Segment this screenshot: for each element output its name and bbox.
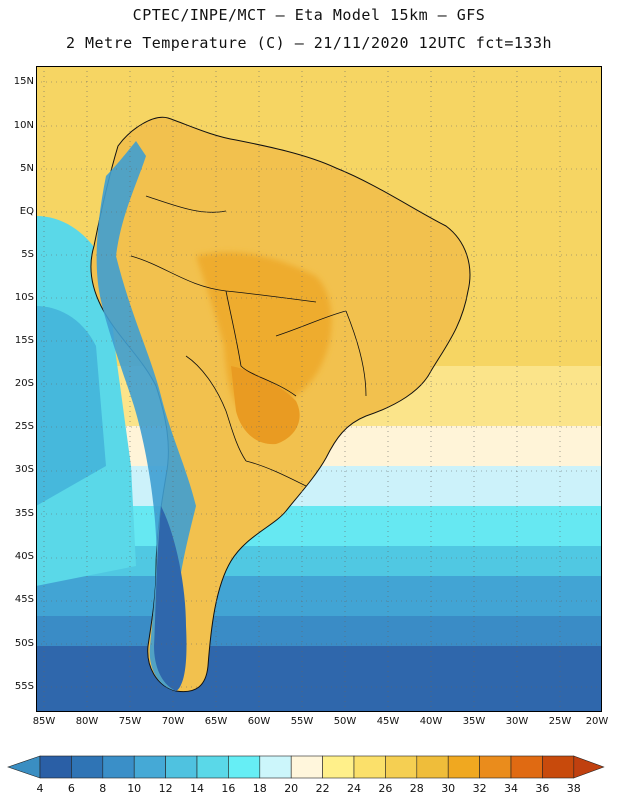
hottest-zone (231, 366, 300, 445)
lon-label: 75W (118, 716, 142, 727)
colorbar-cell (322, 755, 355, 779)
lat-label: 45S (14, 594, 34, 605)
lat-label: 20S (14, 378, 34, 389)
colorbar-label: 20 (284, 782, 299, 795)
warm-interior-core (196, 252, 332, 416)
colorbar-label: 34 (504, 782, 518, 795)
colorbar-label: 36 (535, 782, 550, 795)
colorbar-cell (447, 755, 480, 779)
lon-label: 60W (247, 716, 271, 727)
lat-label: 30S (14, 464, 34, 475)
colorbar-label: 18 (252, 782, 267, 795)
lon-label: 50W (333, 716, 357, 727)
lon-label: 25W (548, 716, 572, 727)
lon-label: 70W (161, 716, 185, 727)
lat-label: 5S (21, 249, 34, 260)
colorbar-cell (385, 755, 418, 779)
lon-label: 80W (75, 716, 99, 727)
lat-label: 5N (20, 163, 34, 174)
colorbar-cell (228, 755, 261, 779)
lat-label: 10N (13, 120, 34, 131)
colorbar-cell (71, 755, 104, 779)
colorbar-label: 12 (158, 782, 173, 795)
temperature-map[interactable] (36, 66, 602, 712)
colorbar-label: 24 (347, 782, 361, 795)
colorbar-cell (479, 755, 512, 779)
lon-label: 55W (290, 716, 314, 727)
lat-label: 15N (13, 76, 34, 87)
lon-label: 35W (462, 716, 486, 727)
colorbar-label: 26 (378, 782, 393, 795)
colorbar-label: 16 (221, 782, 236, 795)
colorbar-label: 4 (36, 782, 44, 795)
lat-label: EQ (19, 206, 34, 217)
colorbar-cell (259, 755, 292, 779)
lon-label: 30W (505, 716, 529, 727)
colorbar-label: 32 (472, 782, 487, 795)
lat-label: 55S (14, 681, 34, 692)
lat-label: 15S (14, 335, 34, 346)
colorbar-cell (353, 755, 386, 779)
colorbar (7, 755, 605, 779)
colorbar-cell (165, 755, 198, 779)
colorbar-label: 8 (99, 782, 107, 795)
chart-title-line1: CPTEC/INPE/MCT – Eta Model 15km – GFS (132, 6, 486, 24)
colorbar-label: 6 (67, 782, 75, 795)
lat-label: 25S (14, 421, 34, 432)
pacific-colder-water (36, 306, 106, 506)
colorbar-cell (510, 755, 543, 779)
colorbar-cell (196, 755, 229, 779)
colorbar-low-triangle (7, 755, 41, 779)
lat-label: 50S (14, 638, 34, 649)
colorbar-cell (39, 755, 72, 779)
colorbar-cell (133, 755, 166, 779)
lat-label: 40S (14, 551, 34, 562)
colorbar-cell (416, 755, 449, 779)
colorbar-cell (290, 755, 323, 779)
colorbar-cell (542, 755, 575, 779)
chart-title-line2: 2 Metre Temperature (C) – 21/11/2020 12U… (65, 34, 553, 52)
colorbar-label: 38 (566, 782, 581, 795)
colorbar-label: 30 (441, 782, 456, 795)
lon-label: 65W (204, 716, 228, 727)
lon-label: 40W (419, 716, 443, 727)
patagonia-cold (154, 506, 187, 691)
colorbar-high-triangle (573, 755, 605, 779)
lat-label: 35S (14, 508, 34, 519)
lon-label: 45W (376, 716, 400, 727)
lon-label: 20W (585, 716, 609, 727)
colorbar-label: 22 (315, 782, 330, 795)
colorbar-label: 14 (190, 782, 204, 795)
colorbar-label: 28 (409, 782, 424, 795)
country-borders (130, 195, 367, 487)
colorbar-cell (102, 755, 135, 779)
lon-label: 85W (32, 716, 56, 727)
field-band-8 (36, 646, 602, 712)
map-frame (36, 66, 602, 712)
colorbar-label: 10 (127, 782, 142, 795)
lat-label: 10S (14, 292, 34, 303)
